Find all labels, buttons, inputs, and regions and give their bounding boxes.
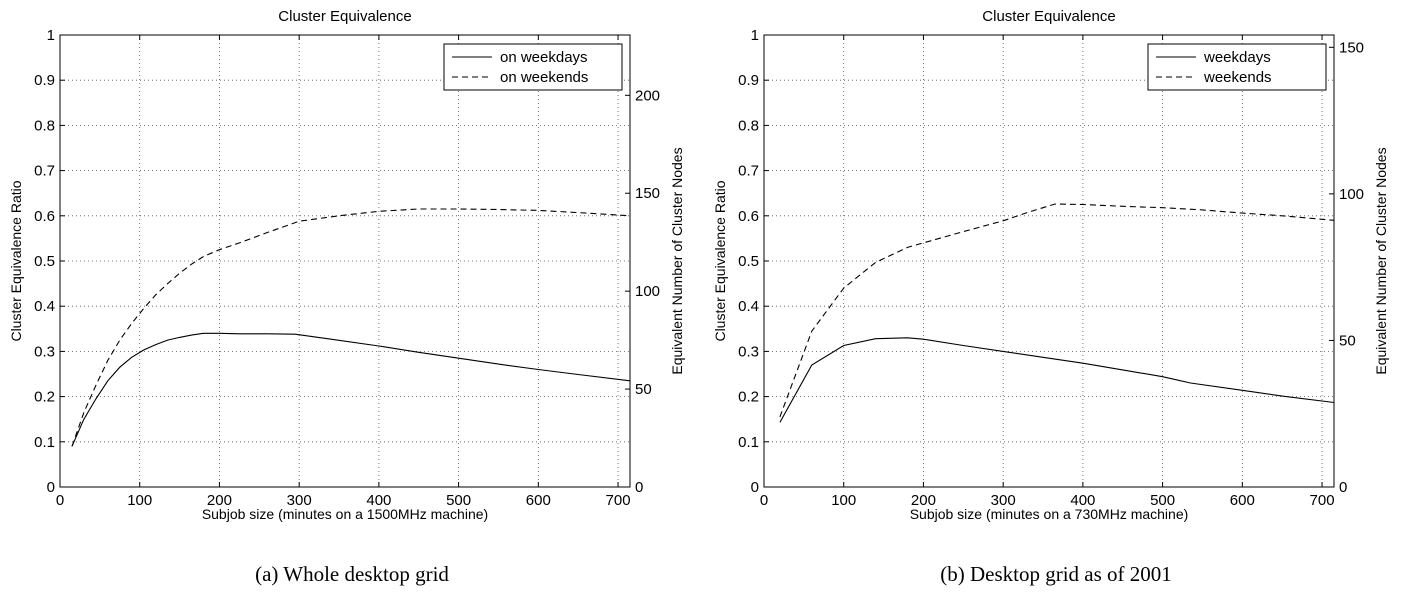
x-tick-label: 100 bbox=[127, 492, 152, 509]
x-tick-label: 0 bbox=[760, 492, 768, 509]
chart-panel-a: Cluster Equivalence 0 100 200 300 400 500 600 70… bbox=[8, 8, 685, 586]
y-tick-label: 0.3 bbox=[738, 343, 759, 360]
series-line-dashed bbox=[779, 203, 1335, 418]
y2-tick-label: 50 bbox=[635, 381, 652, 398]
y-tick-label: 1 bbox=[47, 27, 55, 44]
gridlines bbox=[60, 35, 630, 487]
y-tick-label: 0.6 bbox=[34, 208, 55, 225]
y2-tick-label: 0 bbox=[635, 479, 643, 496]
x-tick-label: 200 bbox=[207, 492, 232, 509]
x-tick-label: 200 bbox=[911, 492, 936, 509]
x-tick-label: 100 bbox=[831, 492, 856, 509]
y-tick-label: 0.5 bbox=[738, 253, 759, 270]
y-tick-label: 0.7 bbox=[34, 163, 55, 180]
legend-box bbox=[1147, 43, 1327, 91]
legend-box bbox=[443, 43, 623, 91]
x-tick-label: 500 bbox=[1150, 492, 1175, 509]
y2-tick-label: 150 bbox=[1339, 39, 1364, 56]
series-line-solid bbox=[71, 332, 631, 447]
x-tick-label: 700 bbox=[1310, 492, 1335, 509]
legend-label: on weekdays bbox=[500, 49, 588, 66]
y-tick-label: 0.5 bbox=[34, 253, 55, 270]
x-tick-label: 300 bbox=[991, 492, 1016, 509]
y-tick-label: 1 bbox=[751, 27, 759, 44]
x-tick-label: 700 bbox=[606, 492, 631, 509]
caption-a: (a) Whole desktop grid bbox=[255, 562, 449, 586]
y2-tick-label: 50 bbox=[1339, 332, 1356, 349]
legend-label: on weekends bbox=[500, 69, 588, 86]
y-tick-label: 0.6 bbox=[738, 208, 759, 225]
y-tick-label: 0.8 bbox=[34, 117, 55, 134]
gridlines bbox=[764, 35, 1334, 487]
caption-b: (b) Desktop grid as of 2001 bbox=[940, 562, 1172, 586]
legend: on weekdays on weekends bbox=[443, 43, 623, 91]
x-tick-label: 400 bbox=[366, 492, 391, 509]
y-tick-label: 0.9 bbox=[738, 72, 759, 89]
y-tick-label: 0 bbox=[47, 479, 55, 496]
series-line-dashed bbox=[71, 208, 631, 447]
x-tick-label: 600 bbox=[526, 492, 551, 509]
x-tick-label: 600 bbox=[1230, 492, 1255, 509]
chart-panel-b: Cluster Equivalence 0 100 200 300 400 500 600 70… bbox=[704, 0, 1408, 604]
y2-tick-label: 0 bbox=[1339, 479, 1347, 496]
legend: weekdays weekends bbox=[1147, 43, 1327, 91]
y-tick-label: 0.7 bbox=[738, 163, 759, 180]
y2-tick-label: 100 bbox=[1339, 186, 1364, 203]
x-tick-label: 500 bbox=[446, 492, 471, 509]
x-axis-label: Subjob size (minutes on a 1500MHz machin… bbox=[202, 506, 488, 522]
y-tick-label: 0.4 bbox=[34, 298, 55, 315]
legend-label: weekdays bbox=[1203, 49, 1271, 66]
y-axis-label: Cluster Equivalence Ratio bbox=[712, 180, 728, 341]
y-tick-label: 0.4 bbox=[738, 298, 759, 315]
y2-axis-label: Equivalent Number of Cluster Nodes bbox=[1373, 147, 1389, 374]
y-tick-label: 0.1 bbox=[738, 434, 759, 451]
y2-tick-label: 200 bbox=[635, 87, 660, 104]
y-tick-label: 0.8 bbox=[738, 117, 759, 134]
legend-label: weekends bbox=[1203, 69, 1272, 86]
x-axis-label: Subjob size (minutes on a 730MHz machine… bbox=[910, 506, 1189, 522]
y2-tick-label: 100 bbox=[635, 283, 660, 300]
y-tick-label: 0.1 bbox=[34, 434, 55, 451]
y-tick-label: 0.2 bbox=[738, 389, 759, 406]
chart-title: Cluster Equivalence bbox=[982, 8, 1115, 25]
y2-tick-label: 150 bbox=[635, 185, 660, 202]
x-tick-label: 400 bbox=[1070, 492, 1095, 509]
y-axis-label: Cluster Equivalence Ratio bbox=[8, 180, 24, 341]
y-tick-label: 0 bbox=[751, 479, 759, 496]
x-tick-label: 300 bbox=[287, 492, 312, 509]
chart-title: Cluster Equivalence bbox=[278, 8, 411, 25]
y-tick-label: 0.3 bbox=[34, 343, 55, 360]
series-line-solid bbox=[779, 337, 1335, 423]
y-tick-label: 0.9 bbox=[34, 72, 55, 89]
x-tick-label: 0 bbox=[56, 492, 64, 509]
y2-axis-label: Equivalent Number of Cluster Nodes bbox=[669, 147, 685, 374]
y-tick-label: 0.2 bbox=[34, 389, 55, 406]
